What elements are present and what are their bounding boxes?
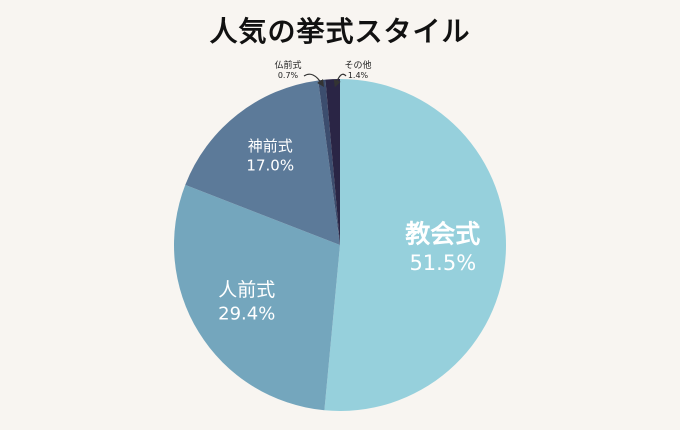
slice-arrow-other — [333, 73, 347, 88]
slice-label-civil: 人前式 — [218, 279, 275, 301]
pie-slice-civil — [174, 184, 340, 411]
slice-label-church: 教会式 — [405, 219, 480, 248]
slice-value-buddhist: 0.7% — [278, 71, 299, 80]
chart-title: 人気の挙式スタイル — [209, 15, 471, 48]
pie-slice-shinto — [185, 80, 340, 245]
slice-value-other: 1.4% — [348, 71, 369, 80]
slice-label-other: その他 — [344, 59, 371, 71]
pie-slice-church — [324, 79, 507, 412]
slice-label-buddhist: 仏前式 — [274, 59, 301, 71]
slice-label-shinto: 神前式 — [248, 137, 293, 155]
slice-arrow-buddhist — [303, 73, 324, 88]
slice-value-shinto: 17.0% — [246, 156, 294, 174]
pie-slice-buddhist — [318, 79, 340, 246]
pie-slice-other — [325, 79, 340, 245]
slice-value-church: 51.5% — [409, 251, 476, 275]
slice-value-civil: 29.4% — [218, 304, 275, 325]
